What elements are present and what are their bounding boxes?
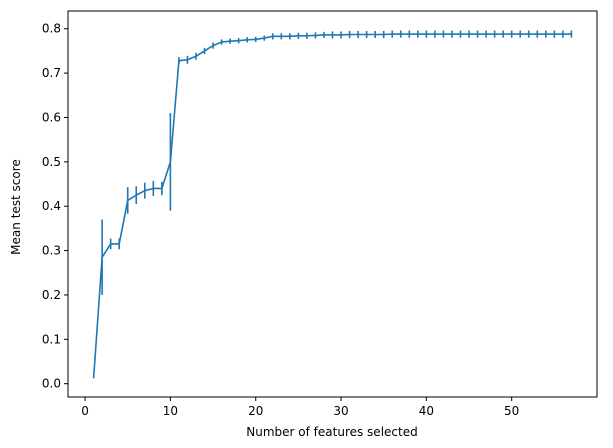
x-tick-label: 40 — [419, 404, 434, 418]
y-axis-label: Mean test score — [9, 159, 23, 255]
plot-frame — [67, 10, 598, 398]
y-tick-label: 0.3 — [42, 244, 61, 258]
y-tick-label: 0.5 — [42, 155, 61, 169]
y-tick-label: 0.1 — [42, 332, 61, 346]
y-tick-label: 0.2 — [42, 288, 61, 302]
y-tick-label: 0.6 — [42, 110, 61, 124]
x-tick-label: 0 — [81, 404, 89, 418]
y-tick-label: 0.7 — [42, 66, 61, 80]
y-tick-label: 0.8 — [42, 22, 61, 36]
y-tick-label: 0.0 — [42, 377, 61, 391]
series-line — [92, 33, 572, 379]
x-tick-label: 20 — [248, 404, 263, 418]
x-axis-label: Number of features selected — [246, 425, 417, 439]
y-tick-label: 0.4 — [42, 199, 61, 213]
x-tick-label: 10 — [163, 404, 178, 418]
plot-area — [92, 30, 573, 379]
x-tick-label: 50 — [504, 404, 519, 418]
x-tick-label: 30 — [333, 404, 348, 418]
axes: 0 10 20 30 40 50 0.0 0.1 0.2 0.3 0.4 0.5 0.6 0.7 0.8 — [42, 10, 598, 418]
